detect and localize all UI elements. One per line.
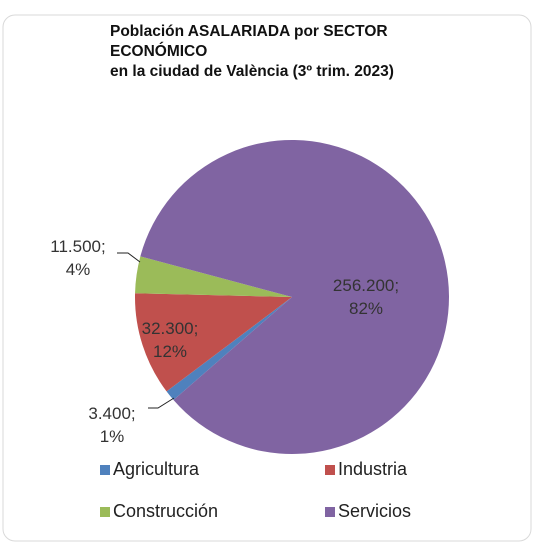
data-label: 3.400; 1%	[88, 404, 136, 446]
legend-item: Servicios	[325, 501, 411, 522]
legend-item: Agricultura	[100, 459, 199, 480]
legend-item: Industria	[325, 459, 407, 480]
pie-slice	[134, 293, 292, 392]
legend-label: Agricultura	[113, 459, 200, 479]
legend-label: Construcción	[113, 501, 219, 521]
legend-swatch	[325, 506, 335, 517]
data-label: 11.500; 4%	[50, 237, 106, 279]
legend-label: Industria	[338, 459, 408, 479]
legend-swatch	[100, 464, 110, 475]
data-label: 32.300; 12%	[141, 319, 199, 361]
chart-title: Población ASALARIADA por SECTOR ECONÓMIC…	[110, 23, 394, 80]
legend-label: Servicios	[338, 501, 412, 521]
pie-slice	[135, 256, 292, 297]
leader-line	[117, 252, 141, 263]
pie-slice	[140, 140, 449, 454]
data-label: 256.200; 82%	[332, 276, 400, 318]
leader-line	[148, 397, 175, 409]
pie-slice	[166, 297, 292, 401]
legend-item: Construcción	[100, 501, 218, 522]
legend-swatch	[100, 506, 110, 517]
legend-swatch	[325, 464, 335, 475]
